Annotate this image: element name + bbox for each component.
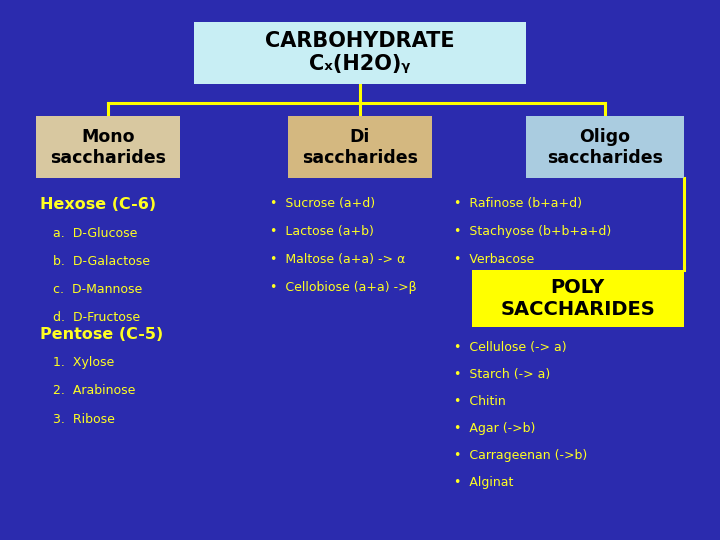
Text: 1.  Xylose: 1. Xylose [53,356,114,369]
Text: 3.  Ribose: 3. Ribose [53,413,114,426]
Text: •  Alginat: • Alginat [454,476,513,489]
Text: •  Verbacose: • Verbacose [454,253,534,266]
Text: •  Stachyose (b+b+a+d): • Stachyose (b+b+a+d) [454,225,611,238]
Text: Hexose (C-6): Hexose (C-6) [40,197,156,212]
Text: POLY
SACCHARIDES: POLY SACCHARIDES [500,278,655,319]
Bar [36,116,180,178]
Text: •  Lactose (a+b): • Lactose (a+b) [270,225,374,238]
Bar [526,116,684,178]
Text: •  Cellobiose (a+a) ->β: • Cellobiose (a+a) ->β [270,281,417,294]
Text: a.  D-Glucose: a. D-Glucose [53,227,137,240]
Text: •  Chitin: • Chitin [454,395,505,408]
Text: b.  D-Galactose: b. D-Galactose [53,255,150,268]
Text: Oligo
saccharides: Oligo saccharides [546,128,663,166]
Text: Pentose (C-5): Pentose (C-5) [40,327,163,342]
Text: •  Rafinose (b+a+d): • Rafinose (b+a+d) [454,197,582,210]
Text: CARBOHYDRATE
Cₓ(H2O)ᵧ: CARBOHYDRATE Cₓ(H2O)ᵧ [265,31,455,75]
Text: Mono
saccharides: Mono saccharides [50,128,166,166]
Text: •  Cellulose (-> a): • Cellulose (-> a) [454,341,566,354]
Bar [472,270,684,327]
Text: •  Starch (-> a): • Starch (-> a) [454,368,550,381]
Text: •  Maltose (a+a) -> α: • Maltose (a+a) -> α [270,253,405,266]
Text: c.  D-Mannose: c. D-Mannose [53,283,142,296]
Text: •  Agar (->b): • Agar (->b) [454,422,535,435]
Text: •  Carrageenan (->b): • Carrageenan (->b) [454,449,587,462]
Bar [194,22,526,84]
Bar [288,116,432,178]
Text: 2.  Arabinose: 2. Arabinose [53,384,135,397]
Text: •  Sucrose (a+d): • Sucrose (a+d) [270,197,375,210]
Text: Di
saccharides: Di saccharides [302,128,418,166]
Text: d.  D-Fructose: d. D-Fructose [53,311,140,324]
